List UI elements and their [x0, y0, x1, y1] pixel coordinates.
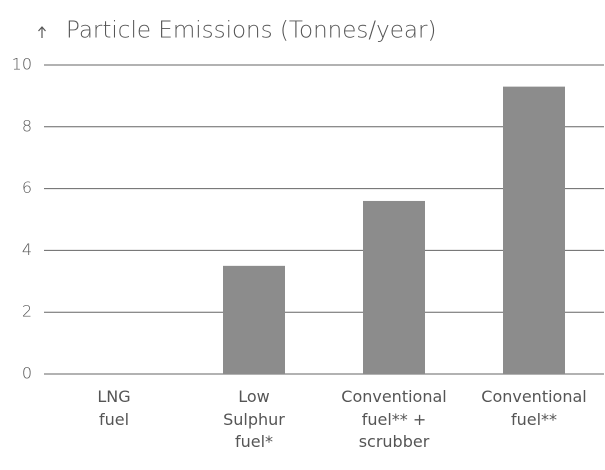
bar: [503, 86, 565, 374]
x-tick-label: LNG fuel: [97, 387, 131, 429]
x-tick-label: Low Sulphur fuel*: [223, 387, 285, 451]
title-arrow: [38, 26, 46, 38]
y-tick-label: 10: [12, 55, 32, 74]
x-tick-label: Conventional fuel** + scrubber: [341, 387, 447, 451]
bar: [363, 200, 425, 374]
y-tick-label: 0: [22, 364, 32, 383]
y-tick-label: 4: [22, 240, 32, 259]
chart-title: Particle Emissions (Tonnes/year): [66, 18, 436, 44]
y-tick-label: 2: [22, 302, 32, 321]
y-tick-label: 8: [22, 116, 32, 135]
bar: [223, 265, 285, 374]
x-tick-label: Conventional fuel**: [481, 387, 587, 429]
y-tick-label: 6: [22, 178, 32, 197]
